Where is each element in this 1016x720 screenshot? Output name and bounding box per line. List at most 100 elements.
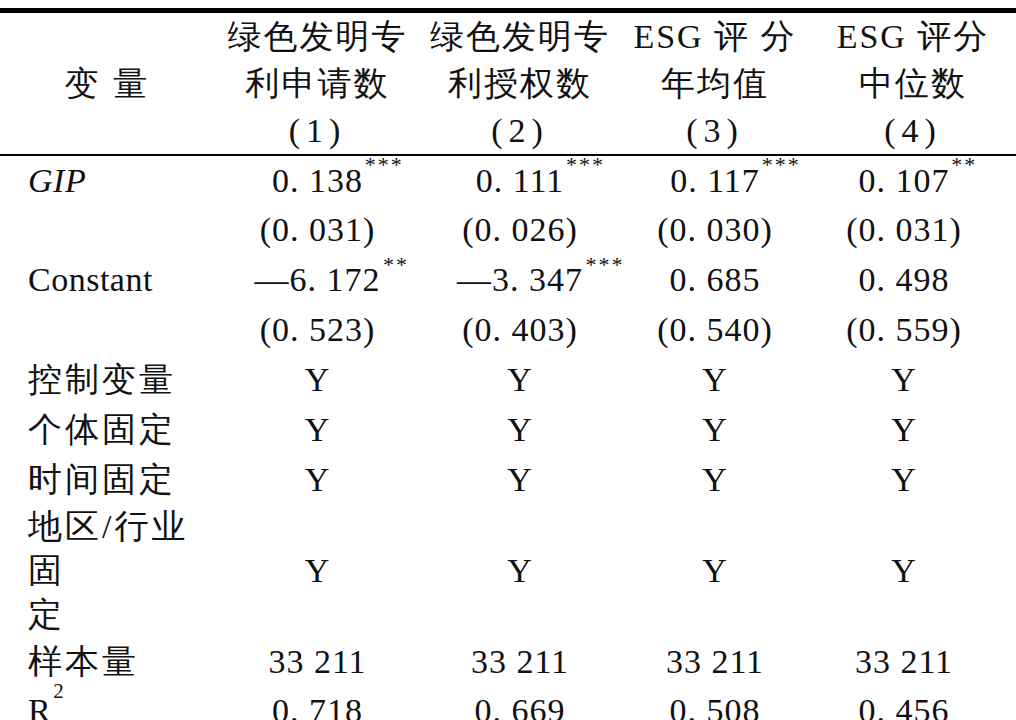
- fe-cell: Y: [620, 355, 810, 405]
- significance-stars: **: [383, 252, 409, 278]
- fe-cell: Y: [810, 505, 1016, 637]
- fe-cell: Y: [420, 505, 620, 637]
- column-title-line: 绿色发明专: [215, 13, 420, 60]
- value: (0. 523): [260, 311, 376, 348]
- header-col-2: 绿色发明专 利授权数 (2): [420, 11, 620, 156]
- value: Y: [507, 411, 533, 448]
- value: 0. 508: [670, 692, 761, 720]
- row-label: 控制变量: [0, 355, 215, 405]
- row-label: 地区/行业固 定: [0, 505, 215, 637]
- row-label-line: 定: [28, 593, 215, 637]
- n-cell: 33 211: [620, 637, 810, 687]
- significance-stars: ***: [586, 252, 625, 278]
- fe-cell: Y: [810, 355, 1016, 405]
- fe-cell: Y: [620, 505, 810, 637]
- significance-stars: ***: [762, 152, 801, 178]
- column-title-line: 中位数: [810, 60, 1016, 107]
- table-row-sample-size: 样本量 33 211 33 211 33 211 33 211: [0, 637, 1016, 687]
- coefficient-cell: 0. 138***: [215, 155, 420, 205]
- value: Y: [702, 361, 728, 398]
- stderr-cell: (0. 540): [620, 305, 810, 355]
- fe-cell: Y: [215, 405, 420, 455]
- value: 0. 138: [272, 162, 363, 199]
- value: Y: [702, 552, 728, 589]
- value: 0. 718: [272, 692, 363, 720]
- row-label: [0, 205, 215, 255]
- coefficient-cell: 0. 685: [620, 255, 810, 305]
- value: —3. 347: [457, 261, 583, 298]
- coefficient-cell: 0. 117***: [620, 155, 810, 205]
- table-row-r-squared: R2 0. 718 0. 669 0. 508 0. 456: [0, 687, 1016, 720]
- paper-page: 变 量 绿色发明专 利申请数 (1) 绿色发明专 利授权数 (2) ESG 评 …: [0, 0, 1016, 720]
- column-title-line: ESG 评分: [810, 13, 1016, 60]
- significance-stars: ***: [365, 152, 404, 178]
- value: (0. 559): [846, 311, 962, 348]
- stderr-cell: (0. 523): [215, 305, 420, 355]
- coefficient-cell: 0. 498: [810, 255, 1016, 305]
- stderr-cell: (0. 031): [810, 205, 1016, 255]
- value: 33 211: [666, 643, 764, 680]
- r2-cell: 0. 508: [620, 687, 810, 720]
- n-cell: 33 211: [810, 637, 1016, 687]
- fe-cell: Y: [420, 455, 620, 505]
- n-cell: 33 211: [420, 637, 620, 687]
- fe-cell: Y: [810, 405, 1016, 455]
- value: Y: [305, 552, 331, 589]
- table-row-region-industry-fe: 地区/行业固 定 Y Y Y Y: [0, 505, 1016, 637]
- row-label: 样本量: [0, 637, 215, 687]
- row-label: 时间固定: [0, 455, 215, 505]
- fe-cell: Y: [620, 455, 810, 505]
- r2-cell: 0. 669: [420, 687, 620, 720]
- table-row-controls: 控制变量 Y Y Y Y: [0, 355, 1016, 405]
- model-number: (1): [215, 107, 420, 154]
- value: —6. 172: [255, 261, 381, 298]
- table-row-gip-se: (0. 031) (0. 026) (0. 030) (0. 031): [0, 205, 1016, 255]
- n-cell: 33 211: [215, 637, 420, 687]
- coefficient-cell: 0. 107**: [810, 155, 1016, 205]
- column-title-line: 利申请数: [215, 60, 420, 107]
- value: Y: [507, 461, 533, 498]
- column-title-line: 绿色发明专: [420, 13, 620, 60]
- row-label-line: 地区/行业固: [28, 505, 215, 593]
- stderr-cell: (0. 030): [620, 205, 810, 255]
- row-label: Constant: [0, 255, 215, 305]
- significance-stars: ***: [566, 152, 605, 178]
- header-col-1: 绿色发明专 利申请数 (1): [215, 11, 420, 156]
- variable-label: 变 量: [0, 61, 215, 107]
- value: Y: [891, 461, 917, 498]
- r2-cell: 0. 456: [810, 687, 1016, 720]
- header-variable-cell: 变 量: [0, 11, 215, 156]
- value: Y: [702, 461, 728, 498]
- value: Y: [305, 461, 331, 498]
- value: (0. 031): [846, 211, 962, 248]
- table-row-time-fe: 时间固定 Y Y Y Y: [0, 455, 1016, 505]
- stderr-cell: (0. 403): [420, 305, 620, 355]
- fe-cell: Y: [420, 355, 620, 405]
- r2-cell: 0. 718: [215, 687, 420, 720]
- row-label: GIP: [0, 155, 215, 205]
- value: 0. 117: [670, 162, 760, 199]
- table-row-constant-se: (0. 523) (0. 403) (0. 540) (0. 559): [0, 305, 1016, 355]
- header-col-3: ESG 评 分 年均值 (3): [620, 11, 810, 156]
- stderr-cell: (0. 031): [215, 205, 420, 255]
- regression-table: 变 量 绿色发明专 利申请数 (1) 绿色发明专 利授权数 (2) ESG 评 …: [0, 8, 1016, 720]
- value: Y: [507, 361, 533, 398]
- fe-cell: Y: [420, 405, 620, 455]
- value: 33 211: [855, 643, 953, 680]
- value: (0. 403): [462, 311, 578, 348]
- value: 0. 498: [859, 261, 950, 298]
- column-title-line: ESG 评 分: [620, 13, 810, 60]
- table-body: GIP 0. 138*** 0. 111*** 0. 117*** 0. 107…: [0, 155, 1016, 720]
- table-row-gip-coef: GIP 0. 138*** 0. 111*** 0. 117*** 0. 107…: [0, 155, 1016, 205]
- stderr-cell: (0. 559): [810, 305, 1016, 355]
- fe-cell: Y: [620, 405, 810, 455]
- value: 0. 685: [670, 261, 761, 298]
- header-col-4: ESG 评分 中位数 (4): [810, 11, 1016, 156]
- coefficient-cell: —3. 347***: [420, 255, 620, 305]
- value: (0. 030): [657, 211, 773, 248]
- coefficient-cell: —6. 172**: [215, 255, 420, 305]
- value: 0. 111: [476, 162, 564, 199]
- model-number: (4): [810, 107, 1016, 154]
- column-title-line: 利授权数: [420, 60, 620, 107]
- value: 0. 107: [859, 162, 950, 199]
